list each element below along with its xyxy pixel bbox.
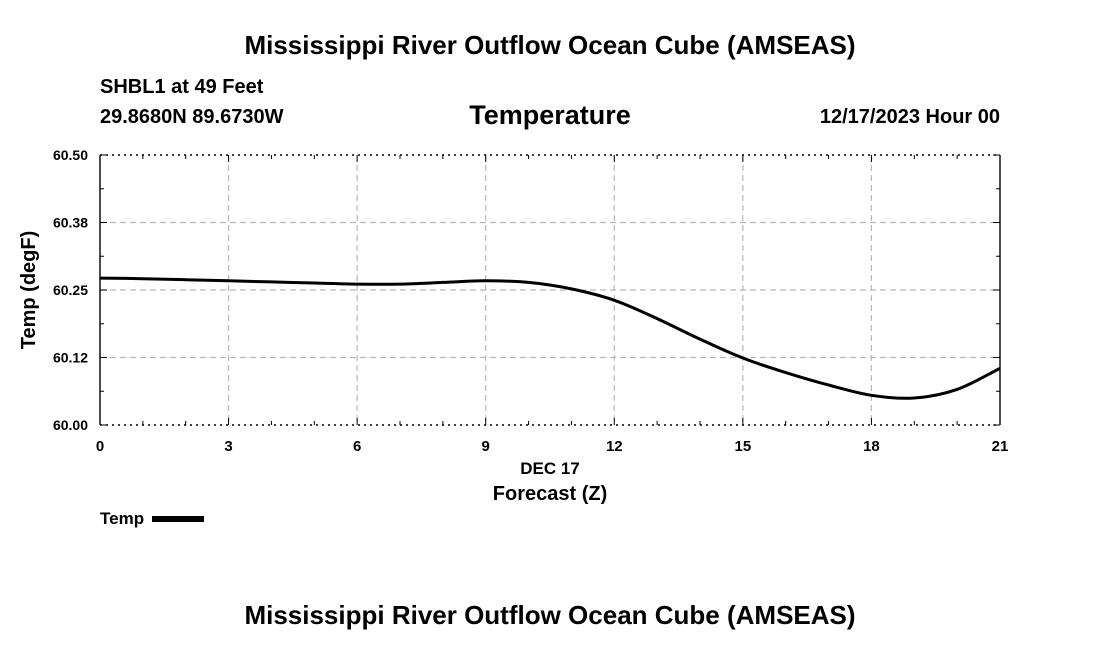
x-axis-date-label: DEC 17 (520, 459, 580, 478)
station-label: SHBL1 at 49 Feet (100, 76, 264, 98)
x-tick-label: 21 (992, 438, 1009, 455)
y-axis-title: Temp (degF) (18, 231, 40, 350)
x-tick-label: 12 (606, 438, 623, 455)
footer-title: Mississippi River Outflow Ocean Cube (AM… (244, 600, 856, 630)
y-tick-label: 60.38 (53, 215, 88, 231)
chart-title: Mississippi River Outflow Ocean Cube (AM… (244, 30, 856, 60)
temp-series-line (99, 276, 1001, 400)
x-tick-label: 18 (863, 438, 880, 455)
y-tick-label: 60.00 (53, 417, 88, 433)
datetime-label: 12/17/2023 Hour 00 (819, 106, 1000, 128)
x-tick-label: 6 (353, 438, 361, 455)
coordinates-label: 29.8680N 89.6730W (100, 106, 284, 128)
y-tick-label: 60.25 (53, 282, 88, 298)
temperature-chart: 0 3 6 9 12 15 18 21 60.00 60.12 60.25 60.38 60.50 DEC… (18, 147, 1009, 505)
legend-label: Temp (100, 509, 145, 528)
y-tick-label: 60.50 (53, 147, 88, 163)
legend-swatch (152, 516, 205, 522)
legend: Temp (100, 509, 205, 529)
chart-subtitle: Temperature (469, 100, 631, 130)
x-tick-label: 0 (96, 438, 104, 455)
y-tick-label: 60.12 (53, 350, 88, 366)
x-tick-label: 3 (224, 438, 232, 455)
x-tick-label: 9 (482, 438, 490, 455)
x-tick-label: 15 (735, 438, 752, 455)
x-axis-title: Forecast (Z) (493, 483, 607, 505)
